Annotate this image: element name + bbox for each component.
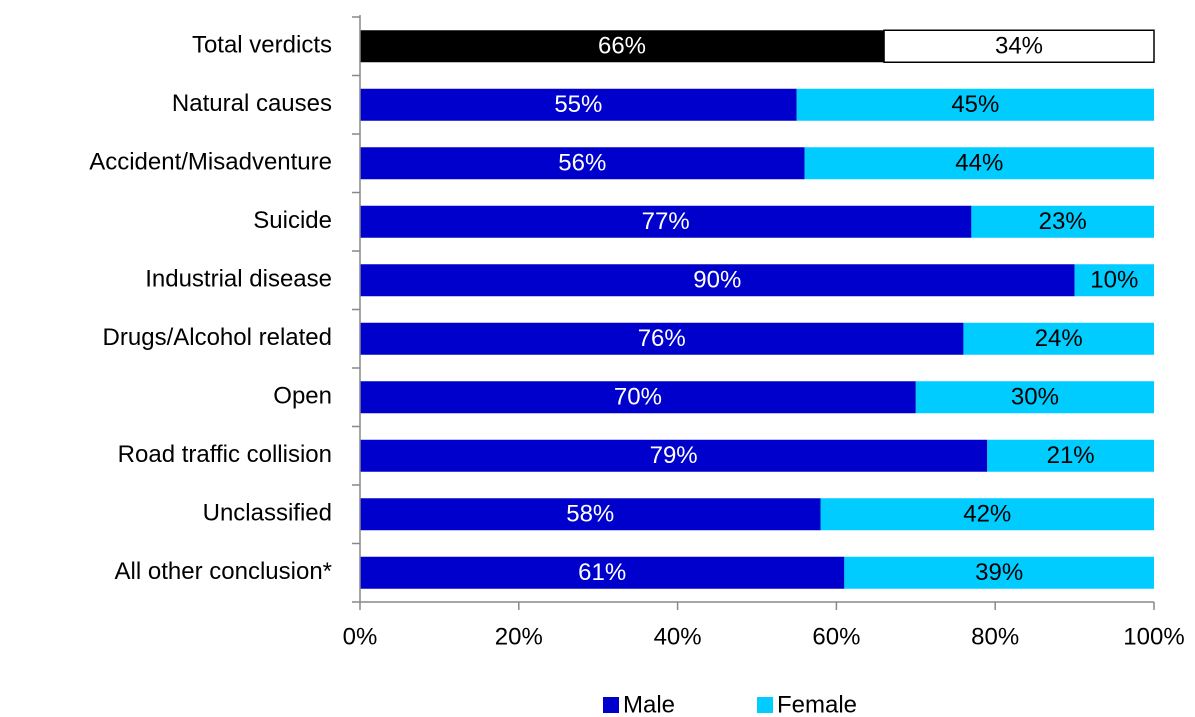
value-label: 30%: [1011, 384, 1059, 411]
value-label: 24%: [1035, 325, 1083, 352]
value-label: 44%: [955, 150, 1003, 177]
y-tick-label: Suicide: [253, 207, 332, 234]
bar-segment: [360, 439, 988, 472]
value-label: 56%: [558, 150, 606, 177]
y-tick-label: Drugs/Alcohol related: [103, 324, 332, 351]
x-tick-label: 60%: [812, 623, 860, 650]
bar-segment: [1074, 264, 1154, 297]
value-label: 77%: [642, 208, 690, 235]
legend-swatch: [603, 697, 619, 713]
x-tick-label: 0%: [343, 623, 378, 650]
value-label: 34%: [995, 33, 1043, 60]
bar-segment: [360, 498, 821, 531]
value-label: 66%: [598, 33, 646, 60]
y-tick-label: Open: [273, 383, 332, 410]
bar-segment: [360, 556, 845, 589]
bar-segment: [971, 205, 1154, 238]
value-label: 55%: [554, 91, 602, 118]
value-label: 70%: [614, 384, 662, 411]
y-tick-label: Unclassified: [203, 500, 332, 527]
bar-segment: [360, 264, 1075, 297]
bar-segment: [796, 88, 1154, 121]
value-label: 90%: [693, 267, 741, 294]
bar-segment: [360, 205, 972, 238]
bar-segment: [883, 29, 1155, 63]
y-tick-label: Accident/Misadventure: [89, 149, 332, 176]
bar-segment: [360, 30, 885, 63]
value-label: 39%: [975, 559, 1023, 586]
x-tick-label: 40%: [654, 623, 702, 650]
bar-segment: [804, 147, 1154, 180]
legend-label: Female: [777, 691, 857, 717]
value-label: 79%: [650, 442, 698, 469]
value-label: 10%: [1090, 267, 1138, 294]
bar-segment: [360, 147, 805, 180]
bar-segment: [915, 381, 1154, 414]
x-tick-label: 100%: [1123, 623, 1184, 650]
value-label: 42%: [963, 501, 1011, 528]
value-label: 45%: [951, 91, 999, 118]
bar-segment: [360, 88, 797, 121]
value-label: 76%: [638, 325, 686, 352]
y-tick-label: All other conclusion*: [115, 558, 332, 585]
bar-segment: [963, 322, 1154, 355]
legend-swatch: [757, 697, 773, 713]
bar-segment: [360, 322, 964, 355]
value-label: 58%: [566, 501, 614, 528]
value-label: 61%: [578, 559, 626, 586]
x-tick-label: 80%: [971, 623, 1019, 650]
bar-segment: [820, 498, 1154, 531]
y-tick-label: Industrial disease: [145, 266, 332, 293]
bar-segment: [360, 381, 916, 414]
legend-label: Male: [623, 691, 675, 717]
bar-segment: [844, 556, 1154, 589]
value-label: 23%: [1039, 208, 1087, 235]
x-tick-label: 20%: [495, 623, 543, 650]
bar-segment: [987, 439, 1154, 472]
y-tick-label: Road traffic collision: [118, 441, 332, 468]
value-label: 21%: [1047, 442, 1095, 469]
y-tick-label: Natural causes: [172, 90, 332, 117]
y-tick-label: Total verdicts: [192, 32, 332, 59]
